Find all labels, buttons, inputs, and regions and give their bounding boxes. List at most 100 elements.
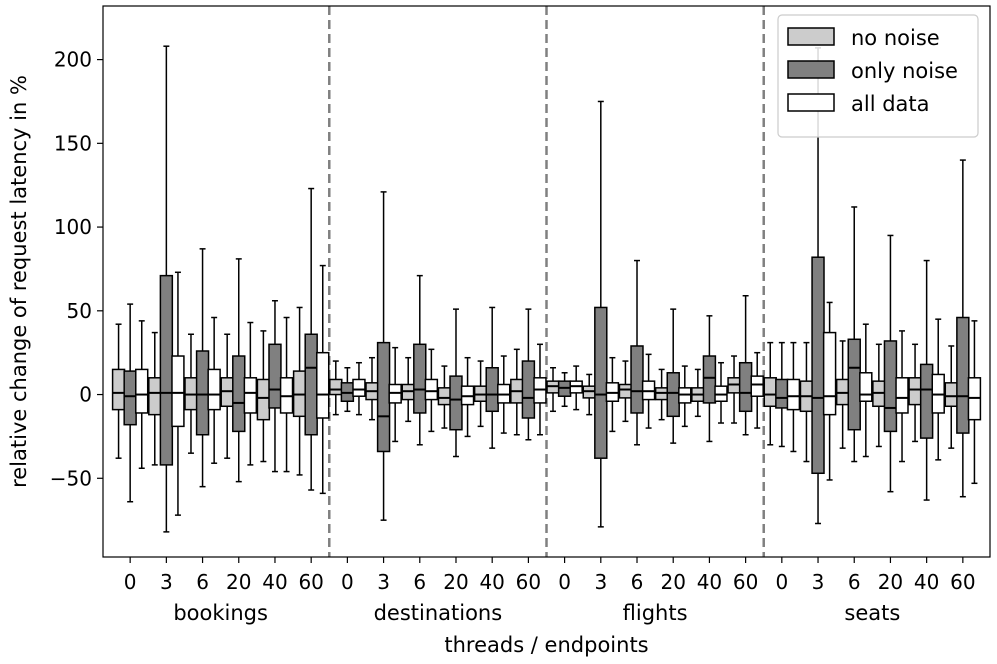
box	[256, 330, 271, 463]
box	[413, 274, 427, 446]
y-tick-label: 150	[54, 131, 92, 155]
y-tick-label: −50	[50, 466, 92, 490]
box	[401, 356, 415, 423]
x-tick-label: 6	[631, 570, 644, 594]
x-tick-label: 0	[775, 570, 788, 594]
box-iqr	[702, 355, 717, 404]
box	[786, 341, 801, 453]
x-tick-label: 40	[479, 570, 504, 594]
box	[184, 333, 198, 454]
box-iqr	[919, 363, 934, 439]
box	[533, 343, 547, 436]
x-axis-label: threads / endpoints	[444, 633, 648, 657]
box	[799, 341, 814, 463]
box-iqr	[750, 375, 764, 397]
box	[967, 320, 982, 485]
box-iqr	[775, 378, 789, 409]
legend-swatch	[787, 60, 835, 79]
x-tick-label: 60	[733, 570, 758, 594]
box	[883, 234, 898, 493]
box-iqr	[207, 368, 221, 411]
plot-frame	[102, 5, 991, 558]
endpoint-label: destinations	[374, 601, 503, 625]
box	[135, 320, 149, 469]
box	[569, 365, 583, 411]
x-tick-label: 60	[516, 570, 541, 594]
box-iqr	[859, 372, 873, 402]
box	[763, 341, 777, 446]
box-iqr	[895, 377, 909, 414]
box	[424, 348, 439, 433]
box-iqr	[256, 378, 271, 421]
x-tick-label: 20	[660, 570, 685, 594]
box	[316, 264, 330, 495]
box	[148, 331, 162, 466]
box	[859, 323, 873, 458]
box-iqr	[594, 306, 608, 459]
box	[847, 206, 861, 463]
y-tick-label: 200	[54, 48, 92, 72]
box	[207, 316, 221, 464]
x-tick-label: 20	[226, 570, 251, 594]
box-iqr	[786, 378, 801, 411]
box	[279, 316, 294, 473]
box	[895, 330, 909, 463]
x-tick-label: 3	[594, 570, 607, 594]
box-iqr	[195, 350, 210, 436]
box	[691, 368, 705, 418]
box-iqr	[304, 333, 318, 436]
box-iqr	[243, 377, 258, 414]
box	[678, 365, 692, 428]
x-tick-label: 0	[341, 570, 354, 594]
x-tick-label: 20	[878, 570, 903, 594]
legend-swatch	[787, 93, 835, 112]
box-iqr	[618, 383, 633, 399]
box	[931, 318, 945, 461]
endpoint-labels: bookings destinations flights seats	[173, 601, 900, 625]
box	[232, 258, 246, 483]
endpoint-label: seats	[844, 601, 900, 625]
box	[243, 321, 258, 466]
box-iqr	[811, 256, 825, 475]
x-tick-label: 3	[377, 570, 390, 594]
box	[956, 159, 970, 498]
box-iqr	[171, 355, 185, 428]
box	[605, 356, 620, 433]
box-iqr	[413, 343, 427, 414]
box	[822, 301, 837, 481]
box-iqr	[738, 361, 753, 413]
legend-label: all data	[851, 92, 930, 116]
box	[352, 361, 366, 416]
x-tick-label: 6	[196, 570, 209, 594]
box-iqr	[424, 378, 439, 401]
x-tick-label: 40	[697, 570, 722, 594]
y-axis-label: relative change of request latency in %	[7, 75, 31, 488]
box	[557, 372, 572, 408]
boxes-layer	[111, 45, 982, 533]
box-iqr	[437, 387, 452, 406]
legend-swatch	[787, 27, 835, 46]
x-tick-label: 3	[160, 570, 173, 594]
legend: no noise only noise all data	[777, 14, 979, 138]
box-iqr	[763, 377, 777, 408]
endpoint-separators	[328, 6, 765, 557]
box	[340, 367, 355, 413]
x-tick-label: 3	[812, 570, 825, 594]
x-tick-label: 0	[558, 570, 571, 594]
endpoint-label: bookings	[173, 601, 268, 625]
box	[510, 348, 524, 436]
box	[702, 315, 717, 443]
box-iqr	[630, 345, 644, 414]
y-tick-label: 50	[67, 299, 92, 323]
box-iqr	[883, 340, 898, 433]
x-tick-label: 0	[124, 570, 137, 594]
box	[641, 353, 656, 429]
x-tick-label: 20	[443, 570, 468, 594]
box-iqr	[666, 372, 680, 418]
box	[329, 360, 343, 416]
box-iqr	[485, 367, 499, 413]
box-iqr	[111, 368, 126, 411]
legend-label: only noise	[851, 59, 958, 83]
box-iqr	[944, 382, 958, 408]
